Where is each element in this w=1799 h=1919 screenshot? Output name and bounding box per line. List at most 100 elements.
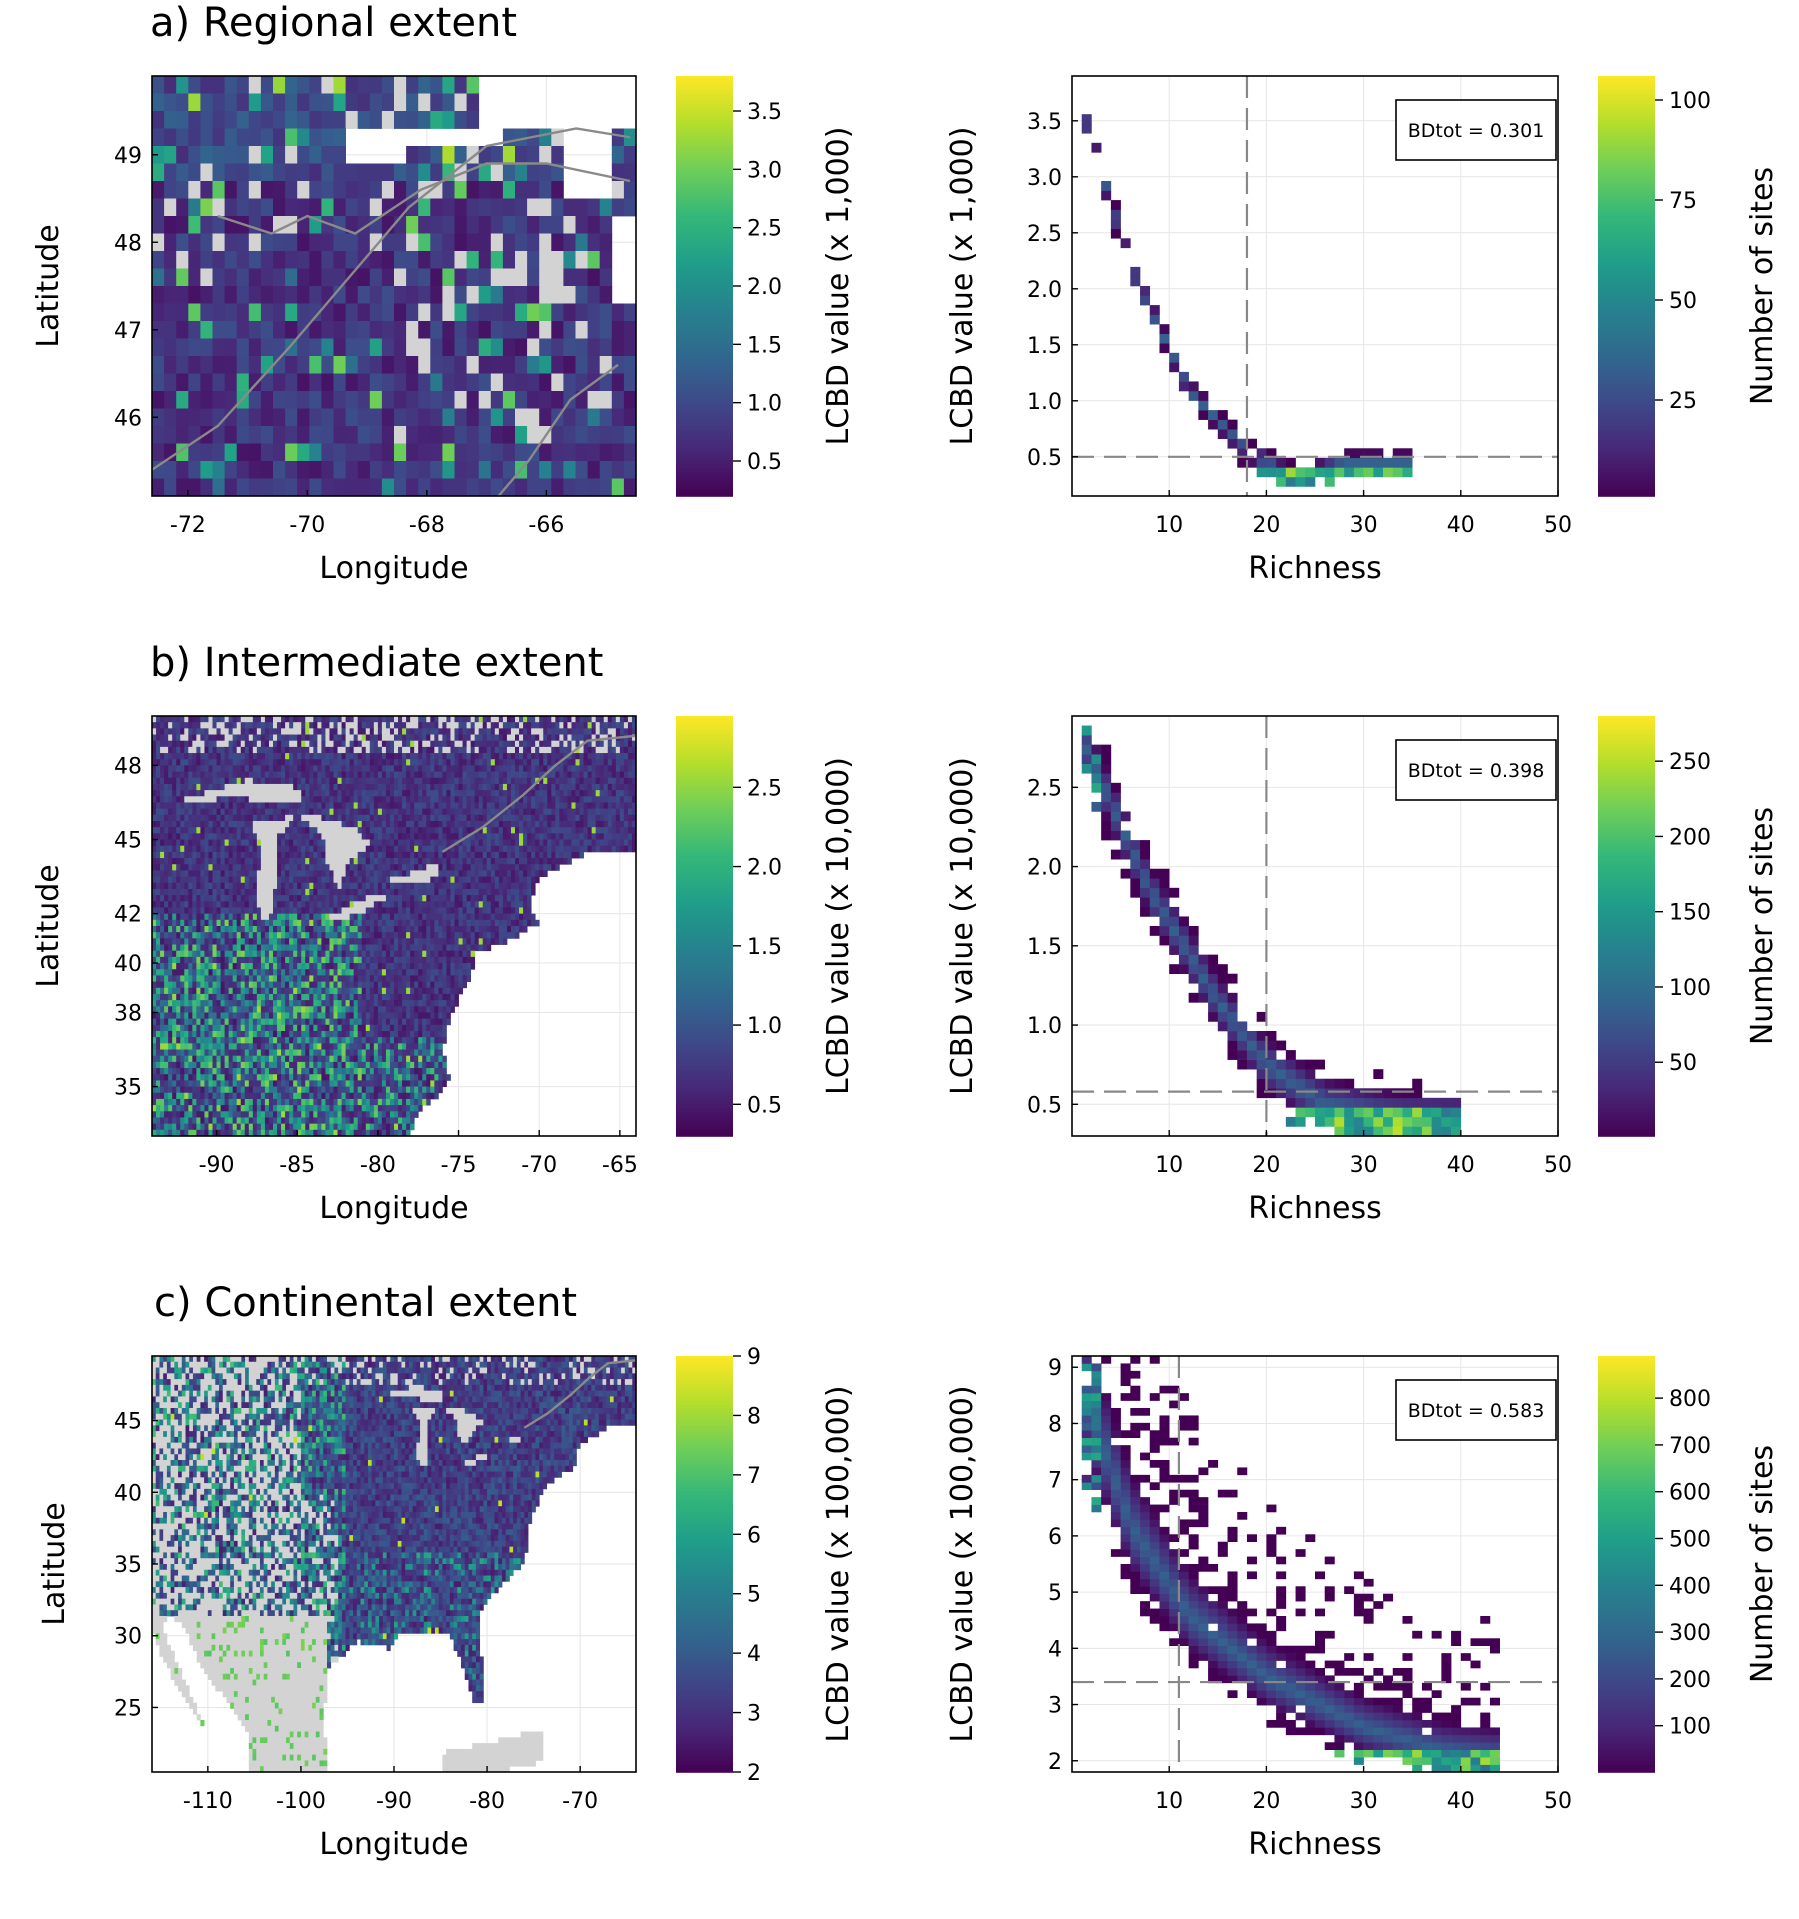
map-cell bbox=[369, 722, 375, 729]
map-cell bbox=[535, 759, 540, 766]
map-cell bbox=[180, 888, 185, 896]
map-cell bbox=[325, 870, 330, 877]
map-cell bbox=[575, 790, 580, 797]
map-cell bbox=[454, 268, 467, 287]
map-cell bbox=[224, 753, 230, 760]
map-cell bbox=[297, 722, 302, 729]
map-cell bbox=[365, 870, 371, 877]
map-cell bbox=[369, 426, 383, 444]
map-cell bbox=[176, 181, 189, 199]
map-cell bbox=[551, 864, 556, 871]
map-cell bbox=[248, 771, 254, 779]
map-cell bbox=[462, 858, 467, 865]
map-cell bbox=[422, 783, 427, 791]
map-cell bbox=[535, 802, 540, 810]
map-cell bbox=[381, 722, 387, 729]
map-cell bbox=[430, 814, 435, 822]
richness-colorbar-band bbox=[1598, 174, 1655, 179]
map-cell bbox=[623, 765, 629, 772]
map-cell bbox=[502, 821, 508, 828]
map-cell bbox=[353, 913, 359, 921]
map-cell bbox=[406, 814, 411, 822]
map-cell bbox=[164, 814, 169, 822]
map-cell bbox=[273, 338, 286, 357]
map-cell bbox=[398, 845, 403, 853]
map-cell bbox=[458, 765, 463, 772]
richness-bins bbox=[1081, 114, 1413, 487]
map-cell bbox=[345, 443, 359, 462]
map-cell bbox=[519, 821, 524, 828]
map-cell bbox=[341, 728, 346, 735]
map-cell bbox=[470, 858, 476, 865]
map-cell bbox=[333, 111, 346, 129]
map-cell bbox=[543, 716, 548, 723]
richness-bin bbox=[1227, 438, 1238, 449]
map-cell bbox=[297, 827, 302, 834]
map-colorbar-band bbox=[676, 356, 733, 361]
map-cell bbox=[309, 808, 314, 816]
map-cell bbox=[527, 233, 540, 252]
map-cell bbox=[394, 303, 407, 322]
map-cell bbox=[325, 746, 330, 754]
map-cell bbox=[446, 771, 451, 779]
map-cell bbox=[361, 759, 367, 766]
map-cell bbox=[232, 734, 238, 742]
map-cell bbox=[478, 821, 484, 828]
map-cell bbox=[164, 796, 169, 803]
map-cell bbox=[260, 765, 266, 772]
map-cell bbox=[156, 753, 161, 760]
map-cell bbox=[268, 864, 274, 871]
map-cell bbox=[547, 753, 552, 760]
map-cell bbox=[466, 198, 480, 217]
map-cell bbox=[587, 740, 593, 748]
map-cell bbox=[381, 233, 395, 252]
map-cell bbox=[297, 268, 310, 287]
map-cell bbox=[555, 814, 560, 822]
map-cell bbox=[631, 716, 637, 723]
map-cell bbox=[309, 858, 314, 865]
map-cell bbox=[422, 796, 427, 803]
map-cell bbox=[160, 907, 165, 915]
map-cell bbox=[268, 746, 274, 754]
map-cell bbox=[329, 814, 334, 822]
map-cell bbox=[381, 198, 395, 217]
map-cell bbox=[394, 233, 407, 252]
map-cell bbox=[224, 251, 238, 269]
map-cell bbox=[200, 146, 213, 164]
map-panel-a: -72 -70 -68 -6646474849LongitudeLatitude0.5… bbox=[31, 75, 856, 586]
map-cell bbox=[192, 858, 197, 865]
map-cell bbox=[454, 251, 467, 269]
map-cell bbox=[361, 796, 367, 803]
map-cell bbox=[389, 827, 395, 834]
map-cell bbox=[466, 251, 480, 269]
map-cell bbox=[478, 796, 484, 803]
richness-ytick-label: 0.5 bbox=[1027, 446, 1062, 471]
map-cell bbox=[297, 163, 310, 182]
map-cell bbox=[200, 851, 205, 859]
map-cell bbox=[579, 759, 584, 766]
map-cell bbox=[357, 716, 363, 723]
map-cell bbox=[430, 146, 443, 164]
map-cell bbox=[389, 716, 395, 723]
map-cell bbox=[430, 753, 435, 760]
map-cell bbox=[224, 163, 238, 182]
map-cell bbox=[551, 303, 564, 322]
map-cell bbox=[309, 233, 322, 252]
map-cell bbox=[260, 181, 274, 199]
map-cell bbox=[244, 839, 250, 847]
map-cell bbox=[611, 821, 617, 828]
map-cell bbox=[430, 408, 443, 427]
map-cell bbox=[454, 426, 467, 444]
map-cell bbox=[160, 802, 165, 810]
map-cell bbox=[337, 814, 342, 822]
map-cell bbox=[248, 845, 254, 853]
map-cell bbox=[321, 268, 334, 287]
map-cell bbox=[297, 821, 302, 828]
map-cell bbox=[539, 233, 552, 252]
map-cell bbox=[406, 839, 411, 847]
map-cell bbox=[204, 802, 209, 810]
map-cell bbox=[248, 746, 254, 754]
map-cell bbox=[430, 876, 435, 884]
map-cell bbox=[502, 391, 516, 409]
map-cell bbox=[571, 851, 576, 859]
